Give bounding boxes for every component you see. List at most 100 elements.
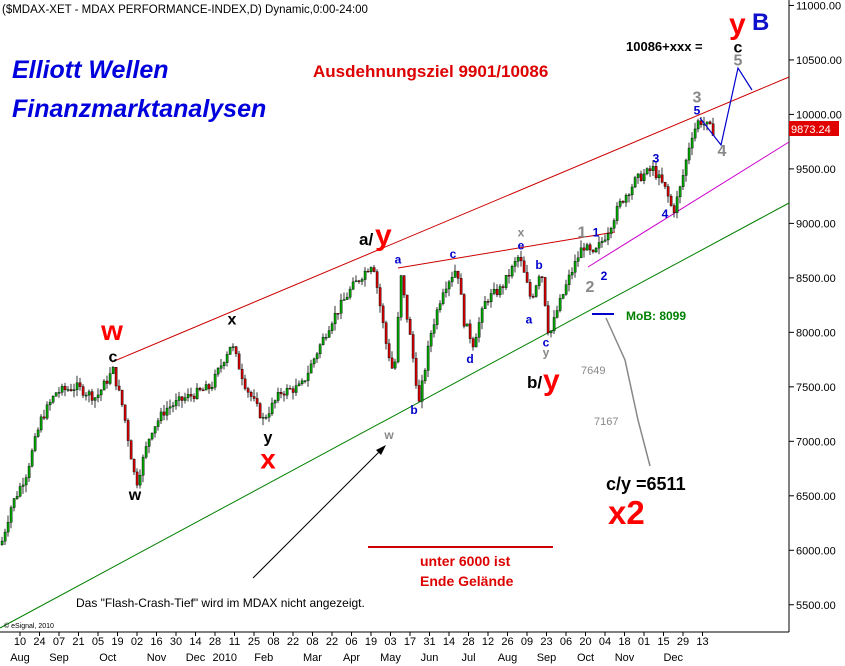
candle-body bbox=[414, 358, 418, 386]
candle-body bbox=[504, 275, 508, 288]
wave-label: e bbox=[518, 239, 525, 253]
wave-label: b bbox=[535, 258, 542, 272]
candle-body bbox=[66, 389, 70, 391]
candle-body bbox=[75, 382, 79, 390]
candle-body bbox=[453, 270, 457, 278]
wave-by-b: b/ bbox=[527, 373, 542, 392]
candle-body bbox=[69, 389, 73, 391]
wave-label: 3 bbox=[653, 151, 660, 165]
candle-body bbox=[387, 343, 391, 359]
candle-body bbox=[126, 420, 130, 441]
cy-label: c/y =6511 bbox=[606, 474, 686, 494]
candle-body bbox=[591, 249, 595, 253]
x-tick-day: 07 bbox=[53, 636, 65, 648]
candle-body bbox=[174, 400, 178, 406]
candle-body bbox=[30, 450, 34, 467]
candle-body bbox=[597, 242, 601, 249]
candle-body bbox=[93, 397, 97, 401]
candle-body bbox=[141, 456, 145, 476]
candle-body bbox=[627, 194, 631, 197]
wave-label: w bbox=[100, 315, 123, 346]
candle-body bbox=[339, 300, 343, 314]
candle-body bbox=[312, 358, 316, 365]
candle-body bbox=[12, 498, 16, 508]
x-tick-month: Sep bbox=[537, 652, 557, 664]
candle-body bbox=[675, 196, 679, 213]
candle-body bbox=[456, 270, 460, 279]
x-tick-month: May bbox=[380, 652, 401, 664]
candle-body bbox=[240, 369, 244, 380]
candle-body bbox=[678, 186, 682, 198]
candle-body bbox=[561, 294, 565, 299]
candle-body bbox=[471, 338, 475, 348]
y-tick-label: 10000.00 bbox=[796, 109, 842, 121]
candle-body bbox=[501, 286, 505, 288]
candle-body bbox=[615, 206, 619, 221]
candle-body bbox=[579, 247, 583, 259]
x-tick-day: 01 bbox=[638, 636, 650, 648]
y-tick-label: 7000.00 bbox=[796, 436, 836, 448]
candle-body bbox=[495, 289, 499, 296]
x-tick-day: 30 bbox=[170, 636, 182, 648]
candle-body bbox=[246, 388, 250, 393]
x-tick-day: 16 bbox=[150, 636, 162, 648]
candle-body bbox=[468, 323, 472, 339]
y-tick-label: 8500.00 bbox=[796, 273, 836, 285]
candle-body bbox=[513, 261, 517, 267]
candle-body bbox=[330, 323, 334, 331]
candle-body bbox=[111, 367, 115, 374]
candle-body bbox=[522, 260, 526, 273]
candle-body bbox=[213, 373, 217, 388]
watermark-line-1: Elliott Wellen bbox=[12, 56, 169, 84]
wave-label: b bbox=[410, 403, 417, 417]
candle-body bbox=[333, 313, 337, 325]
upper-channel-line bbox=[111, 76, 790, 363]
candle-body bbox=[528, 282, 532, 297]
wave-yB-y: y bbox=[729, 8, 746, 41]
candle-body bbox=[663, 182, 667, 187]
flash-crash-note: Das "Flash-Crash-Tief" wird im MDAX nich… bbox=[76, 596, 365, 610]
candle-body bbox=[609, 228, 613, 234]
wave-label: a bbox=[395, 253, 402, 267]
candle-body bbox=[24, 477, 28, 486]
candle-body bbox=[405, 294, 409, 320]
x-tick-day: 19 bbox=[365, 636, 377, 648]
level-7167: 7167 bbox=[594, 416, 618, 428]
candle-body bbox=[180, 396, 184, 401]
candle-body bbox=[534, 285, 538, 297]
x-tick-day: 03 bbox=[384, 636, 396, 648]
candle-body bbox=[654, 166, 658, 179]
candle-body bbox=[576, 257, 580, 262]
candle-body bbox=[363, 270, 367, 280]
x-tick-month: Feb bbox=[254, 652, 273, 664]
copyright: © eSignal, 2010 bbox=[4, 622, 54, 630]
candle-body bbox=[573, 261, 577, 273]
candle-body bbox=[9, 507, 13, 523]
x-tick-day: 09 bbox=[521, 636, 533, 648]
candle-body bbox=[222, 362, 226, 367]
candle-body bbox=[57, 392, 61, 394]
candle-body bbox=[225, 354, 229, 363]
candle-body bbox=[555, 310, 559, 318]
candle-body bbox=[153, 426, 157, 434]
candle-body bbox=[54, 392, 58, 397]
x-tick-day: 10 bbox=[14, 636, 26, 648]
y-tick-label: 11000.00 bbox=[796, 0, 841, 12]
candle-body bbox=[324, 337, 328, 339]
candle-body bbox=[444, 288, 448, 293]
candle-body bbox=[381, 305, 385, 323]
candle-body bbox=[537, 276, 541, 287]
wave-ay-y: y bbox=[375, 219, 392, 252]
candle-body bbox=[303, 380, 307, 382]
candle-body bbox=[90, 391, 94, 401]
level-7649: 7649 bbox=[581, 365, 605, 377]
candle-body bbox=[351, 281, 355, 290]
wave-ay-a: a/ bbox=[359, 230, 373, 249]
wave-label: 4 bbox=[718, 143, 727, 160]
candle-body bbox=[306, 372, 310, 381]
x-tick-month: Aug bbox=[10, 652, 30, 664]
x-tick-day: 28 bbox=[209, 636, 221, 648]
candle-body bbox=[549, 330, 553, 334]
candle-body bbox=[636, 173, 640, 178]
candle-body bbox=[660, 174, 664, 183]
